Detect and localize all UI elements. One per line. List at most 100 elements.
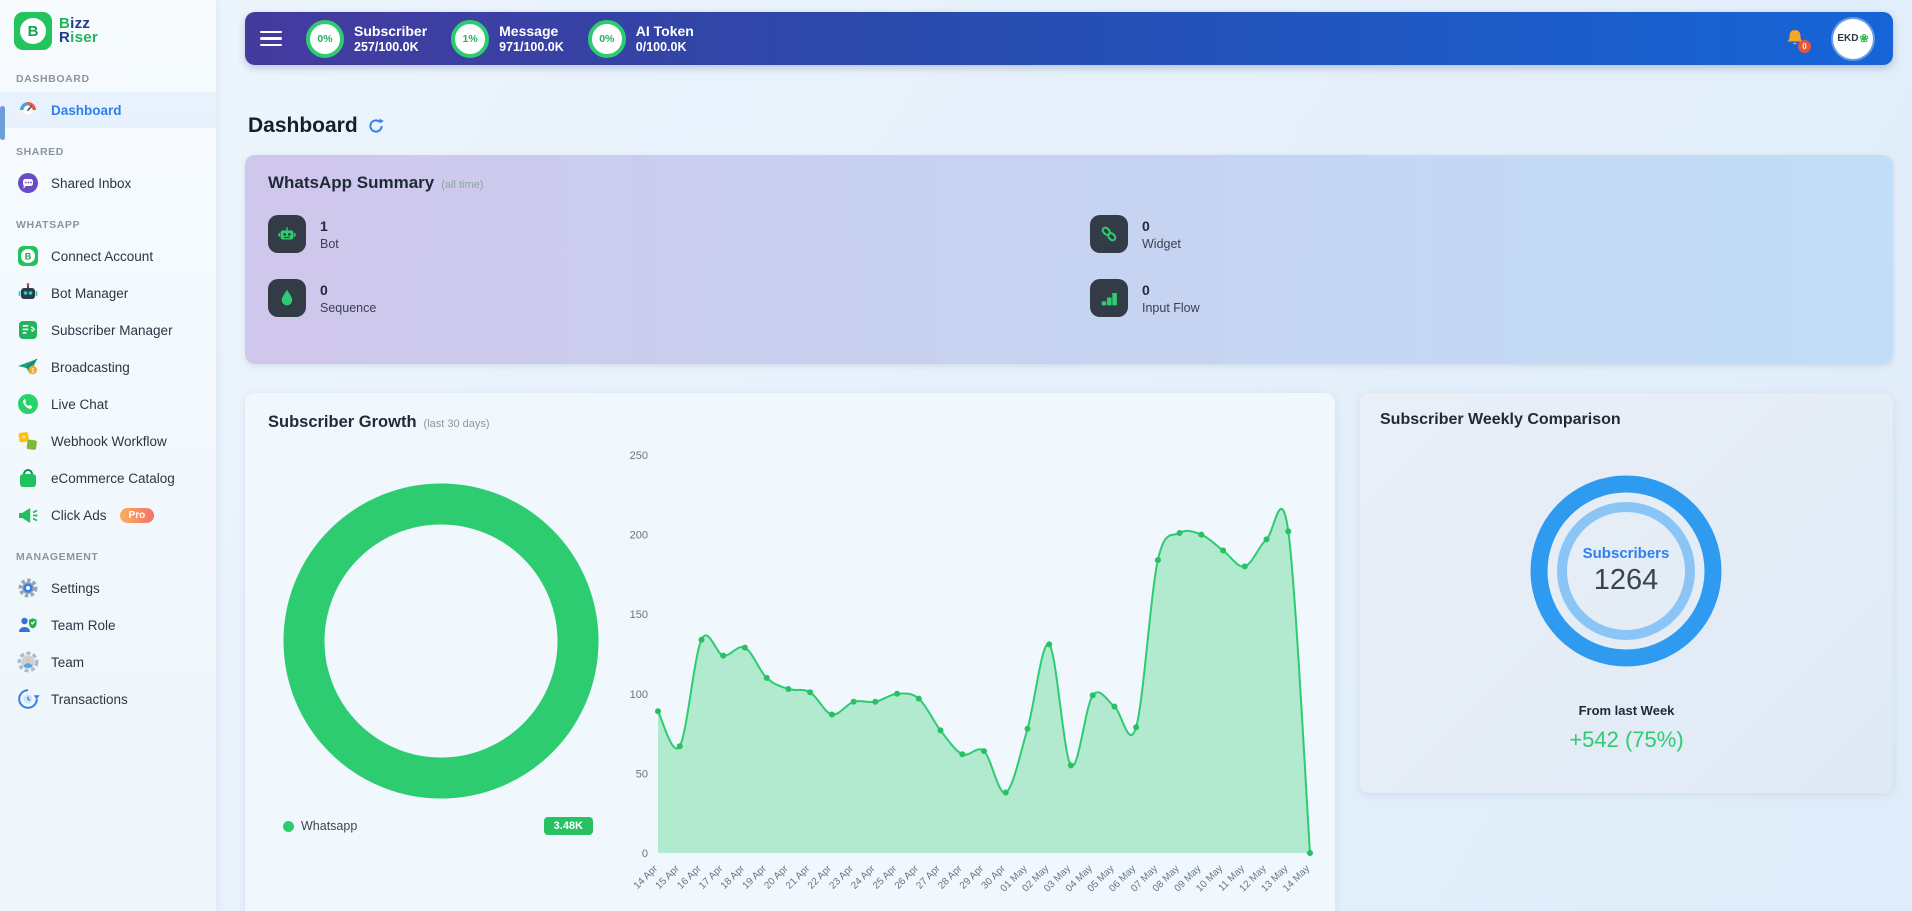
summary-item-bot: 1 Bot <box>268 215 1090 253</box>
hamburger-menu-icon[interactable] <box>260 27 282 50</box>
sidebar-item-label: Bot Manager <box>51 285 129 301</box>
avatar-leaf-icon: ❀ <box>1859 33 1869 45</box>
brand-logo-icon: B <box>14 12 52 50</box>
summary-title: WhatsApp Summary <box>268 173 435 192</box>
summary-subtitle: (all time) <box>441 179 484 191</box>
svg-text:150: 150 <box>630 609 648 621</box>
bot-manager-icon <box>16 281 40 305</box>
webhook-workflow-icon <box>16 429 40 453</box>
sidebar-item-shared-inbox[interactable]: Shared Inbox <box>0 165 216 201</box>
stat-subscriber-ring: 0% <box>306 19 344 58</box>
sidebar-item-label: Subscriber Manager <box>51 322 173 338</box>
topbar: 0% Subscriber 257/100.0K 1% Message 971/… <box>245 12 1893 65</box>
sidebar-item-team[interactable]: Team <box>0 644 216 680</box>
sidebar-item-team-role[interactable]: Team Role <box>0 607 216 643</box>
sidebar-item-label: Team <box>51 654 85 670</box>
connect-account-icon: B <box>16 244 40 268</box>
ecommerce-catalog-icon <box>16 466 40 490</box>
summary-sequence-value: 0 <box>320 281 328 298</box>
sidebar-item-label: Live Chat <box>51 396 109 412</box>
stat-ai-token-value: 0/100.0K <box>635 39 687 54</box>
donut-total-badge: 3.48K <box>543 817 593 835</box>
bot-icon <box>268 215 306 253</box>
summary-input-flow-label: Input Flow <box>1142 300 1200 315</box>
sidebar-item-transactions[interactable]: Transactions <box>0 681 216 717</box>
sidebar-scrollbar-thumb[interactable] <box>0 106 5 140</box>
sidebar-section-management: MANAGEMENT <box>16 551 99 563</box>
svg-text:50: 50 <box>636 768 648 780</box>
stat-message-ring: 1% <box>451 19 490 58</box>
summary-item-input-flow: 0 Input Flow <box>1090 279 1893 317</box>
pro-badge: Pro <box>119 507 155 523</box>
gauge-center: Subscribers 1264 <box>1526 471 1726 671</box>
stat-message: 1% Message 971/100.0K <box>451 19 564 58</box>
team-role-icon <box>16 613 40 637</box>
weekly-comparison-card: Subscriber Weekly Comparison Subscribers… <box>1360 393 1893 793</box>
svg-text:1: 1 <box>31 367 35 374</box>
sidebar-item-label: Broadcasting <box>51 359 130 375</box>
growth-title: Subscriber Growth <box>268 413 417 431</box>
legend-dot-whatsapp <box>283 820 294 832</box>
sidebar-item-label: Team Role <box>51 617 116 633</box>
sidebar-item-ecommerce-catalog[interactable]: eCommerce Catalog <box>0 460 216 496</box>
whatsapp-donut-chart <box>281 481 601 801</box>
sidebar-item-connect-account[interactable]: B Connect Account <box>0 238 216 274</box>
sidebar-item-label: Click Ads <box>51 507 107 523</box>
sidebar-item-live-chat[interactable]: Live Chat <box>0 386 216 422</box>
whatsapp-summary-card: WhatsApp Summary (all time) 1 Bot 0 Wi <box>245 155 1893 364</box>
sidebar-item-bot-manager[interactable]: Bot Manager <box>0 275 216 311</box>
broadcasting-icon: 1 <box>16 355 40 379</box>
brand-line2-initial: R <box>59 29 71 46</box>
sidebar-item-webhook-workflow[interactable]: Webhook Workflow <box>0 423 216 459</box>
sidebar-section-whatsapp: WHATSAPP <box>16 219 81 231</box>
sidebar-section-dashboard: DASHBOARD <box>16 73 90 85</box>
sidebar-item-subscriber-manager[interactable]: Subscriber Manager <box>0 312 216 348</box>
summary-item-widget: 0 Widget <box>1090 215 1893 253</box>
summary-item-sequence: 0 Sequence <box>268 279 1090 317</box>
page-head: Dashboard <box>248 114 385 138</box>
sidebar-item-dashboard[interactable]: Dashboard <box>0 92 216 128</box>
svg-text:250: 250 <box>630 450 648 462</box>
summary-widget-label: Widget <box>1142 236 1181 251</box>
sidebar-section-shared: SHARED <box>16 146 64 158</box>
stat-ai-token: 0% AI Token 0/100.0K <box>587 19 694 58</box>
sidebar-item-label: eCommerce Catalog <box>51 470 175 486</box>
svg-text:B: B <box>25 251 32 261</box>
sidebar-item-broadcasting[interactable]: 1 Broadcasting <box>0 349 216 385</box>
refresh-icon[interactable] <box>367 117 385 135</box>
sidebar-item-settings[interactable]: Settings <box>0 570 216 606</box>
weekly-title: Subscriber Weekly Comparison <box>1380 411 1621 428</box>
live-chat-icon <box>16 392 40 416</box>
summary-sequence-label: Sequence <box>320 300 377 315</box>
svg-text:200: 200 <box>630 530 648 542</box>
notification-bell-icon[interactable]: 0 <box>1783 27 1811 53</box>
subscriber-manager-icon <box>16 318 40 342</box>
weekly-gauge-chart <box>1526 471 1726 671</box>
stat-message-value: 971/100.0K <box>499 39 564 54</box>
settings-icon <box>16 576 40 600</box>
notification-badge: 0 <box>1798 39 1811 53</box>
summary-input-flow-value: 0 <box>1142 281 1150 298</box>
sidebar-item-label: Connect Account <box>51 248 154 264</box>
brand-line1-rest: izz <box>70 15 91 32</box>
avatar[interactable]: EKD ❀ <box>1833 18 1873 59</box>
dashboard-icon <box>16 98 40 122</box>
brand-name: Bizz Riser <box>59 15 98 46</box>
avatar-initials: EKD <box>1837 33 1859 44</box>
growth-subtitle: (last 30 days) <box>423 418 490 430</box>
summary-bot-value: 1 <box>320 217 328 234</box>
summary-widget-value: 0 <box>1142 217 1150 234</box>
brand-logo[interactable]: B Bizz Riser <box>0 0 216 56</box>
gauge-center-label: Subscribers <box>1582 545 1670 562</box>
shared-inbox-icon <box>16 171 40 195</box>
sidebar: B Bizz Riser DASHBOARD Dashboard SHARED … <box>0 0 216 911</box>
growth-area-chart: 0 50 100 150 200 250 14 Apr 15 Apr 16 Apr 17 Apr 1… <box>620 443 1325 911</box>
sidebar-item-click-ads[interactable]: Click Ads Pro <box>0 497 216 533</box>
legend-label-whatsapp[interactable]: Whatsapp <box>301 819 358 833</box>
input-flow-icon <box>1090 279 1128 317</box>
brand-line1-initial: B <box>59 15 71 32</box>
brand-logo-letter: B <box>20 18 46 44</box>
click-ads-icon <box>16 503 40 527</box>
stat-subscriber-label: Subscriber <box>354 22 428 39</box>
